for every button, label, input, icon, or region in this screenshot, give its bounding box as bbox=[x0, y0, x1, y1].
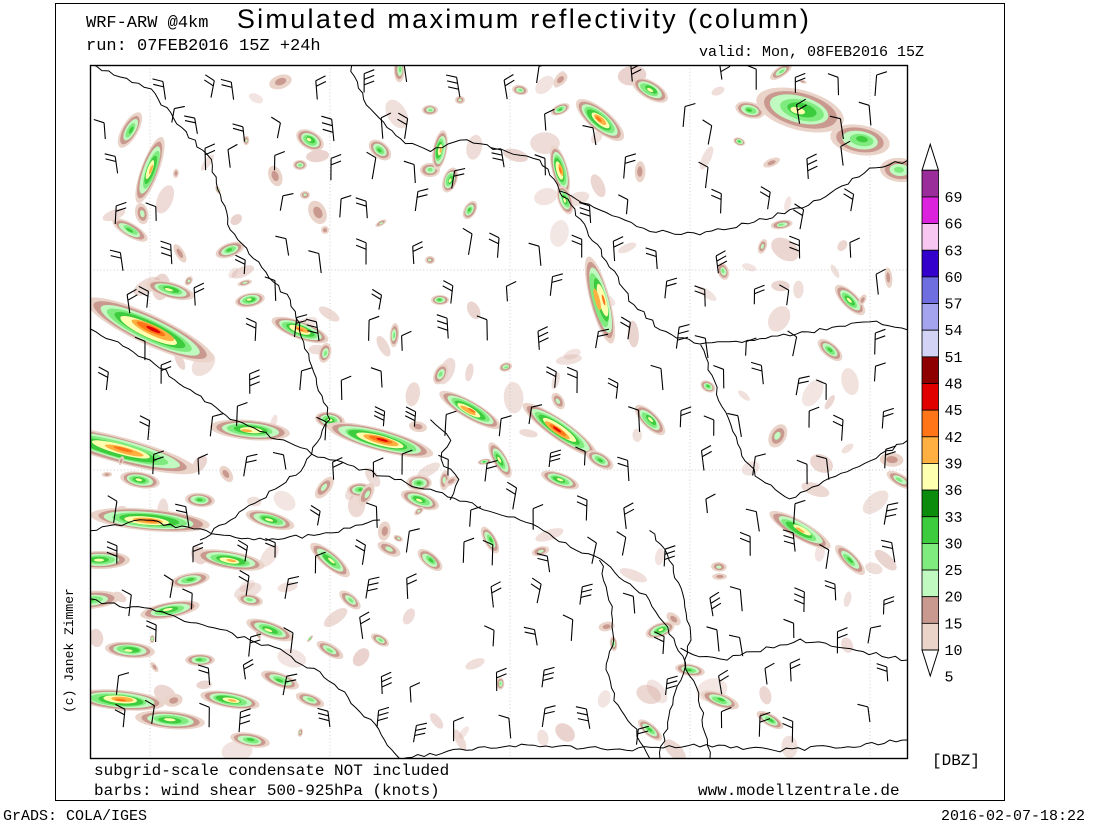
svg-text:15: 15 bbox=[945, 616, 963, 633]
svg-text:30: 30 bbox=[945, 536, 963, 553]
svg-text:45: 45 bbox=[945, 403, 963, 420]
svg-text:60: 60 bbox=[945, 270, 963, 287]
svg-text:GrADS: COLA/IGES: GrADS: COLA/IGES bbox=[3, 808, 147, 825]
svg-text:36: 36 bbox=[945, 483, 963, 500]
svg-text:www.modellzentrale.de: www.modellzentrale.de bbox=[698, 782, 900, 800]
svg-text:57: 57 bbox=[945, 297, 963, 314]
svg-text:25: 25 bbox=[945, 563, 963, 580]
svg-text:WRF-ARW @4km: WRF-ARW @4km bbox=[86, 14, 208, 33]
svg-text:Simulated maximum reflectivity: Simulated maximum reflectivity (column) bbox=[237, 4, 811, 34]
svg-text:54: 54 bbox=[945, 323, 963, 340]
svg-text:42: 42 bbox=[945, 430, 963, 447]
svg-text:69: 69 bbox=[945, 190, 963, 207]
svg-text:valid: Mon, 08FEB2016 15Z: valid: Mon, 08FEB2016 15Z bbox=[699, 44, 924, 61]
svg-text:66: 66 bbox=[945, 217, 963, 234]
svg-text:39: 39 bbox=[945, 456, 963, 473]
svg-text:63: 63 bbox=[945, 243, 963, 260]
svg-text:51: 51 bbox=[945, 350, 963, 367]
svg-text:barbs: wind shear 500-925hPa (: barbs: wind shear 500-925hPa (knots) bbox=[94, 782, 440, 800]
svg-text:subgrid-scale condensate NOT i: subgrid-scale condensate NOT included bbox=[94, 762, 449, 780]
svg-text:run: 07FEB2016 15Z +24h: run: 07FEB2016 15Z +24h bbox=[86, 37, 321, 56]
svg-text:[DBZ]: [DBZ] bbox=[932, 752, 980, 770]
svg-text:33: 33 bbox=[945, 510, 963, 527]
svg-text:2016-02-07-18:22: 2016-02-07-18:22 bbox=[941, 808, 1085, 825]
svg-text:48: 48 bbox=[945, 377, 963, 394]
svg-text:20: 20 bbox=[945, 590, 963, 607]
svg-text:10: 10 bbox=[945, 643, 963, 660]
svg-text:(c) Janek Zimmer: (c) Janek Zimmer bbox=[62, 588, 77, 713]
svg-text:5: 5 bbox=[945, 670, 954, 687]
